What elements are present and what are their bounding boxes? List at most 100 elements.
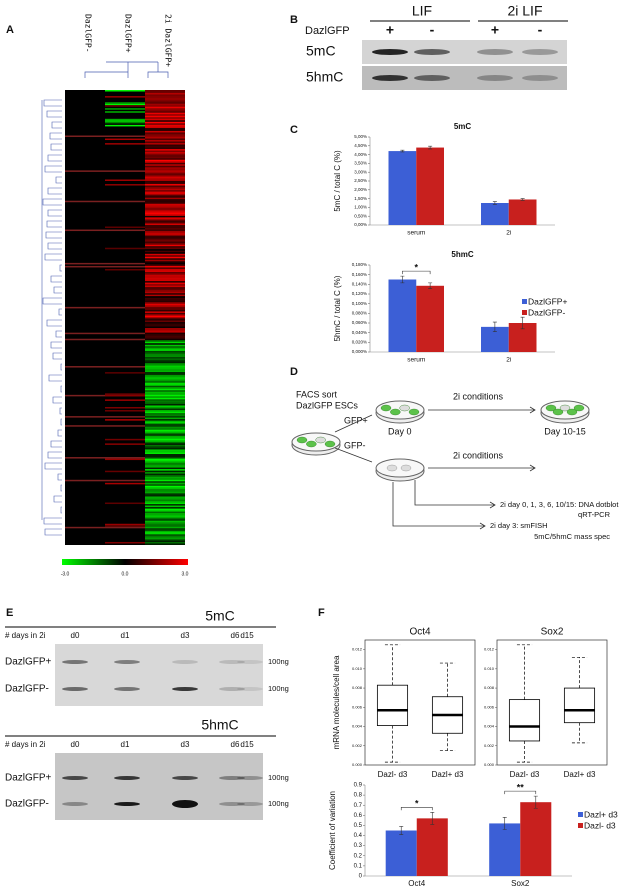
heatmap-row [145,513,185,515]
arrows [334,406,536,530]
heatmap-row [145,99,185,101]
heatmap-row [145,253,185,256]
blot-day: d3 [181,631,190,640]
error-bar [533,795,538,809]
heatmap-row [145,367,185,370]
heatmap-row [145,400,185,403]
y-axis-label: Coefficient of variation [328,791,337,870]
y-tick-label: 0.004 [352,724,363,729]
error-bar [399,826,404,835]
heatmap-row [145,423,185,426]
heatmap-row [145,308,185,310]
heatmap-row [145,461,185,464]
bar [388,151,417,225]
heatmap-row [145,228,185,230]
y-tick-label: 0,160% [352,272,367,277]
blot-band [114,776,140,780]
heatmap-row [145,111,185,113]
y-tick-label: 0.000 [484,762,495,767]
blot-band [477,75,513,81]
heatmap-row [145,127,185,130]
panel-label: C [290,124,298,136]
heatmap-row [145,540,185,542]
cell-colony [315,436,326,444]
blot-band [114,660,140,664]
bar [385,830,417,876]
heatmap-row [145,182,185,185]
heatmap-row [145,455,185,458]
heatmap-row [145,543,185,545]
heatmap-row [145,231,185,233]
heatmap-row [105,482,145,485]
heatmap-row [145,97,185,100]
heatmap-row [145,299,185,301]
heatmap-row [145,238,185,241]
heatmap-row [145,118,185,121]
y-axis-label: 5mC / total C (%) [333,150,342,212]
y-tick-label: 0.3 [354,843,363,849]
heatmap-row [145,130,185,133]
significance-label: * [414,262,418,272]
heatmap-row [145,523,185,526]
y-tick-label: 3,00% [354,169,367,174]
chart-title: Oct4 [409,627,431,638]
heatmap-row [145,411,185,414]
heatmap-row [145,96,185,98]
heatmap-row [65,262,145,265]
heatmap-row [145,197,185,200]
blot-amount: 100ng [268,773,289,782]
heatmap-row [145,447,185,450]
dendrogram [84,61,169,78]
heatmap-row [145,123,185,125]
heatmap-row [145,296,185,298]
y-tick-label: 0.010 [352,666,363,671]
heatmap-row [145,191,185,194]
heatmap-row [145,479,185,482]
panel-label: A [6,24,14,36]
heatmap-row [65,332,145,335]
diagram-text: 2i day 0, 1, 3, 6, 10/15: DNA dotblot [500,500,619,509]
heatmap-row [145,440,185,442]
blot-day: d3 [181,740,190,749]
diagram-text: 2i conditions [453,450,504,460]
heatmap-row [145,399,185,401]
heatmap-row [145,341,185,344]
heatmap-row [145,146,185,148]
heatmap-row [145,211,185,213]
heatmap-row [145,246,185,248]
y-tick-label: 1,00% [354,205,367,210]
heatmap-row [145,105,185,107]
heatmap-row [145,217,185,219]
heatmap-row [105,470,145,473]
heatmap-row [145,243,185,245]
heatmap-row [105,184,145,186]
heatmap-row [145,460,185,462]
heatmap-row [145,152,185,154]
heatmap-row [145,441,185,444]
heatmap-row [145,352,185,354]
blot-band [114,687,140,691]
heatmap-row [145,150,185,153]
heatmap-row [145,373,185,376]
heatmap-row [105,118,145,121]
heatmap-row [145,325,185,327]
heatmap-row [145,256,185,259]
heatmap-row [145,135,185,138]
blot-band [114,802,140,806]
legend-swatch [522,299,527,304]
heatmap-row [145,102,185,104]
cell-colony [380,404,392,412]
error-bar [400,149,405,153]
y-tick-label: 5,00% [354,134,367,139]
heatmap-row [145,141,185,144]
heatmap-row [145,208,185,210]
heatmap-row [145,366,185,368]
heatmap-row [145,502,185,505]
heatmap-row [145,223,185,225]
error-bar [492,201,497,205]
heatmap-column-label: DazlGFP- [84,14,93,53]
heatmap-row [145,209,185,212]
whisker-lower [516,740,533,763]
heatmap-row [145,358,185,360]
heatmap-row [145,426,185,429]
